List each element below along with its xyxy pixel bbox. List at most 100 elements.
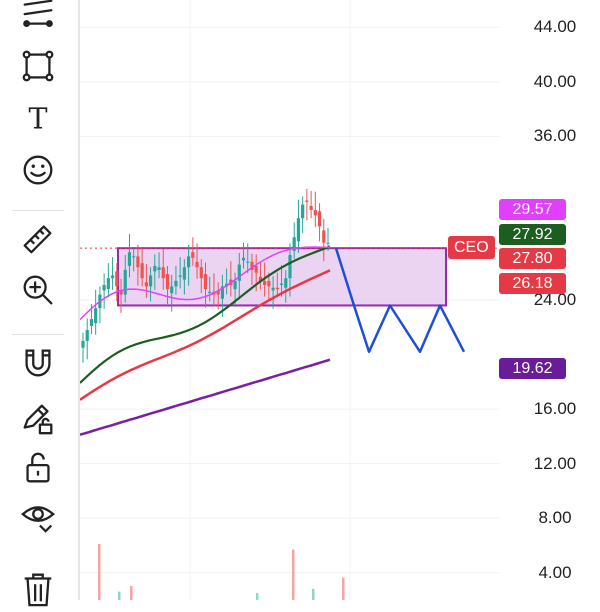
volume-bar xyxy=(130,586,133,600)
candle-body xyxy=(148,275,153,287)
price-tick-label: 40.00 xyxy=(533,71,577,91)
toolbar-separator xyxy=(12,210,64,211)
candle-body xyxy=(119,290,123,295)
candle-body xyxy=(208,291,212,294)
candle-body xyxy=(144,282,148,287)
toolbar-separator xyxy=(12,334,64,335)
price-badge: 19.62 xyxy=(499,358,566,379)
candle-body xyxy=(254,265,258,273)
price-badge: 27.92 xyxy=(499,224,566,245)
unlock-tool[interactable] xyxy=(14,448,62,492)
candle-body xyxy=(241,257,246,261)
candle-body xyxy=(322,230,326,243)
candle-body xyxy=(237,264,241,281)
volume-bar xyxy=(118,591,121,600)
candle-body xyxy=(258,276,263,281)
volume-bar xyxy=(256,593,259,600)
candle-body xyxy=(174,280,178,287)
emoji-tool[interactable] xyxy=(14,150,62,194)
price-tick-label: 24.00 xyxy=(533,290,577,309)
toolbar-divider xyxy=(78,0,80,600)
candle-body xyxy=(263,280,267,285)
trash-icon xyxy=(19,569,57,612)
candle-body xyxy=(317,211,322,227)
candle-body xyxy=(220,286,224,299)
price-badge: 26.18 xyxy=(499,273,566,294)
candle-body xyxy=(284,278,288,288)
candle-body xyxy=(106,278,110,290)
volume-bar xyxy=(312,588,315,600)
candle-body xyxy=(140,263,144,279)
candle-body xyxy=(309,205,313,210)
candle-body xyxy=(275,287,279,290)
candle-body xyxy=(127,252,132,266)
candle-body xyxy=(157,267,161,270)
zoom-in-tool[interactable] xyxy=(14,270,62,314)
ma-mid-line xyxy=(80,245,331,384)
price-chart[interactable] xyxy=(80,0,600,600)
volume-bar xyxy=(292,549,295,600)
ma-long-line xyxy=(80,358,331,436)
candle-body xyxy=(123,270,127,295)
candle-body xyxy=(132,256,136,258)
eye-tool[interactable] xyxy=(14,496,62,540)
candle-body xyxy=(178,275,182,277)
candle-body xyxy=(102,285,106,291)
candle-body xyxy=(136,256,140,268)
rectangle-icon xyxy=(19,47,57,90)
trash-tool[interactable] xyxy=(14,568,62,612)
volume-bar xyxy=(342,577,345,600)
trend-lines-tool[interactable] xyxy=(14,0,62,40)
candle-body xyxy=(216,290,220,295)
candle-body xyxy=(165,274,170,290)
price-badge: 27.80 xyxy=(499,248,566,269)
candle-body xyxy=(233,280,237,290)
rectangle-tool[interactable] xyxy=(14,46,62,90)
magnet-icon xyxy=(19,343,57,386)
price-tick-label: 4.00 xyxy=(538,562,572,582)
candle-body xyxy=(89,319,94,326)
candle-body xyxy=(288,255,292,279)
candle-body xyxy=(182,267,186,280)
candle-body xyxy=(246,261,250,263)
price-tick-label: 36.00 xyxy=(533,126,577,146)
candle-body xyxy=(94,308,98,324)
price-badge: 29.57 xyxy=(499,199,566,220)
candle-body xyxy=(267,280,271,287)
candle-body xyxy=(110,275,115,279)
candle-body xyxy=(313,210,317,216)
candle-body xyxy=(203,274,208,290)
unlock-icon xyxy=(19,449,57,492)
price-tick-label: 16.00 xyxy=(533,399,577,419)
candle-body xyxy=(81,340,85,348)
lock-drawing-tool[interactable] xyxy=(14,398,62,442)
candle-body xyxy=(250,261,254,270)
ruler-tool[interactable] xyxy=(14,218,62,262)
price-tick-label: 12.00 xyxy=(533,453,577,473)
ruler-icon xyxy=(19,219,57,262)
zoom-in-icon xyxy=(19,271,57,314)
magnet-tool[interactable] xyxy=(14,342,62,386)
lock-drawing-icon xyxy=(19,399,57,442)
ma-fast-line xyxy=(80,246,330,321)
price-tick-label: 8.00 xyxy=(538,508,572,528)
volume-bar xyxy=(98,544,101,600)
chart-area[interactable]: 44.00 40.00 36.00 24.00 16.00 12.00 8.00 4.00 C… xyxy=(80,0,600,600)
candle-body xyxy=(191,252,195,258)
candle-body xyxy=(161,267,165,279)
candle-body xyxy=(153,265,157,272)
symbol-badge: CEO xyxy=(448,236,495,260)
emoji-icon xyxy=(19,151,57,194)
price-tick-label: 44.00 xyxy=(533,17,577,37)
candle-body xyxy=(292,237,296,251)
candle-body xyxy=(271,287,275,291)
candle-body xyxy=(305,200,309,202)
trend-lines-icon xyxy=(19,0,57,40)
eye-icon xyxy=(19,497,57,540)
text-tool[interactable]: T xyxy=(14,98,62,142)
candle-body xyxy=(187,256,191,268)
drawing-toolbar: T xyxy=(0,0,78,606)
candle-body xyxy=(85,330,89,341)
candle-body xyxy=(199,267,203,279)
candle-body xyxy=(279,283,284,285)
